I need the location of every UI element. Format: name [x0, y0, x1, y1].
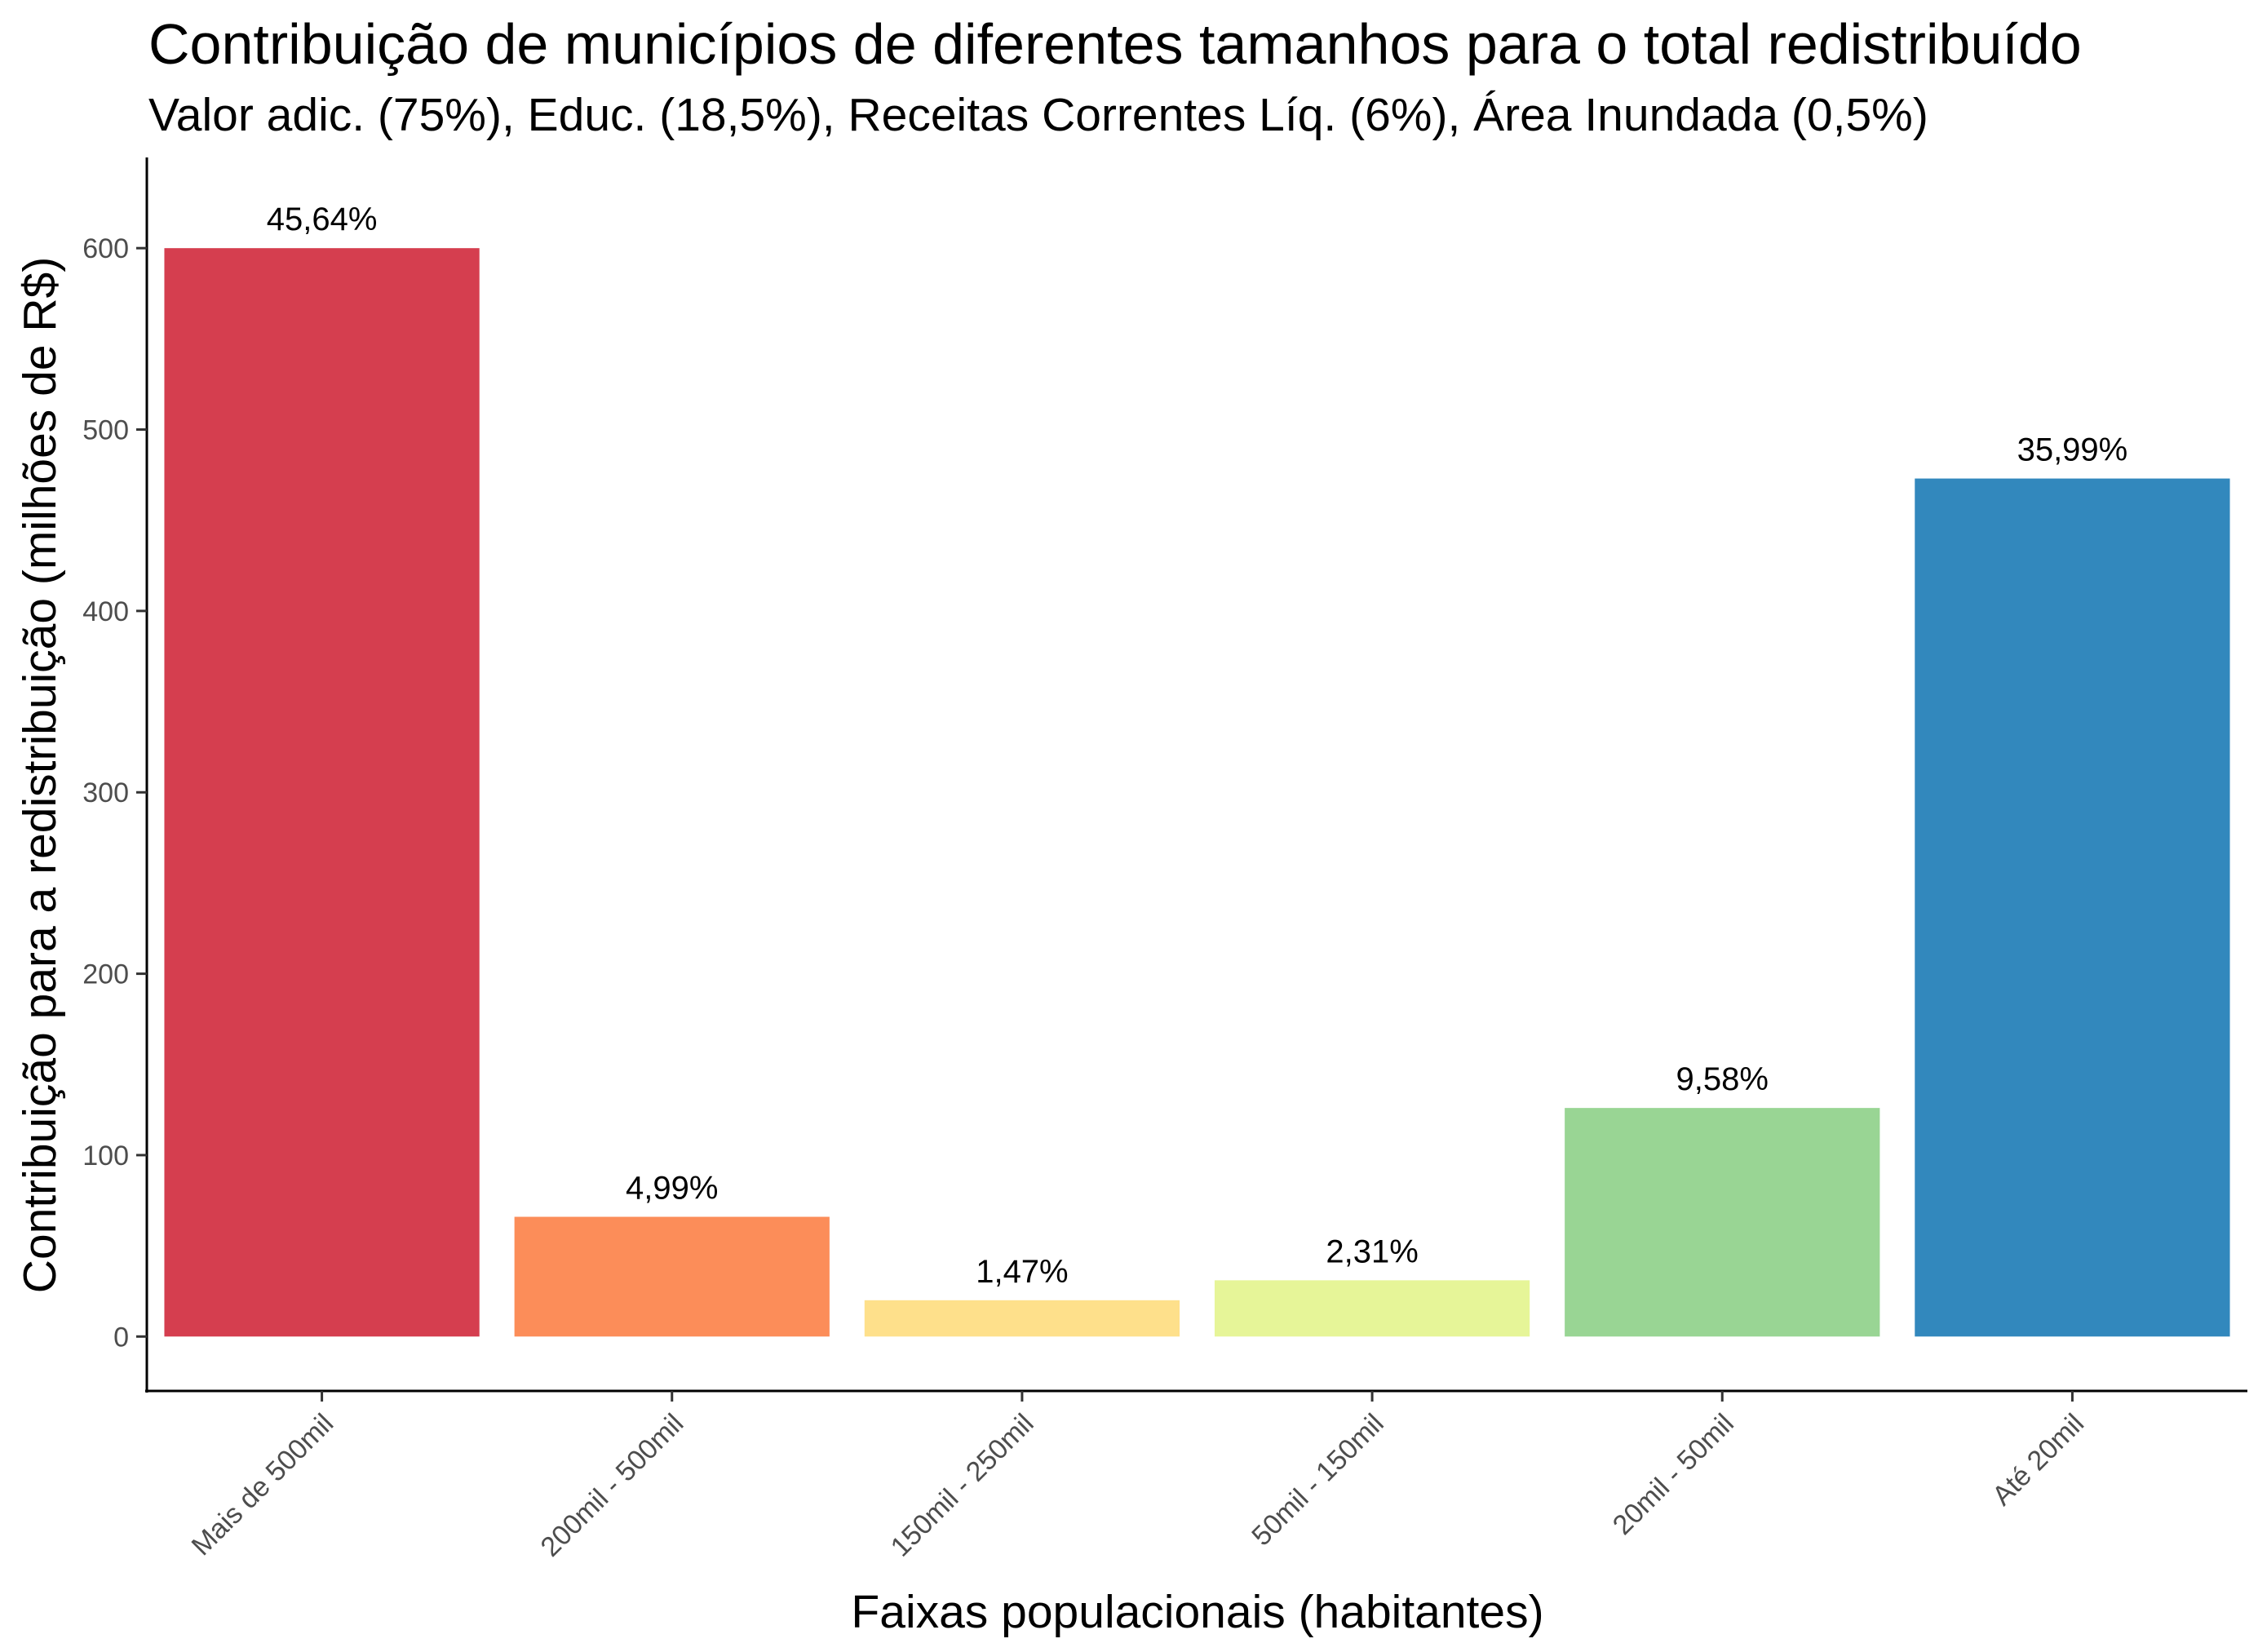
data-label-3: 1,47% [976, 1254, 1068, 1290]
chart-title: Contribuição de municípios de diferentes… [148, 12, 2082, 76]
data-label-5: 9,58% [1676, 1061, 1769, 1097]
y-tick-label-200: 200 [82, 959, 129, 990]
data-labels-group: 45,64% 4,99% 1,47% 2,31% 9,58% 35,99% [267, 202, 2128, 1290]
bar-4 [1214, 1280, 1530, 1337]
data-label-6: 35,99% [2017, 432, 2128, 468]
y-tick-label-600: 600 [82, 233, 129, 264]
data-label-1: 45,64% [267, 202, 378, 237]
x-tick-label-4: 50mil - 150mil [1246, 1408, 1390, 1552]
bar-5 [1565, 1108, 1880, 1337]
bar-1 [164, 248, 480, 1337]
x-tick-label-3: 150mil - 250mil [885, 1408, 1040, 1563]
x-tick-label-2: 200mil - 500mil [535, 1408, 690, 1563]
bar-2 [514, 1216, 830, 1337]
x-tick-label-1: Mais de 500mil [186, 1408, 340, 1562]
x-tick-label-6: Até 20mil [1986, 1408, 2090, 1512]
y-tick-label-100: 100 [82, 1140, 129, 1171]
y-axis-title: Contribuição para a redistribuição (milh… [14, 257, 66, 1293]
data-label-4: 2,31% [1326, 1233, 1418, 1269]
y-tick-label-500: 500 [82, 415, 129, 446]
x-axis-ticks: Mais de 500mil 200mil - 500mil 150mil - 25… [186, 1391, 2090, 1563]
bar-3 [864, 1300, 1180, 1337]
x-tick-label-5: 20mil - 50mil [1607, 1408, 1740, 1541]
bars-group [164, 248, 2230, 1337]
data-label-2: 4,99% [626, 1171, 718, 1207]
y-tick-label-300: 300 [82, 777, 129, 808]
y-axis-ticks: 0 100 200 300 400 500 600 [82, 233, 147, 1353]
y-tick-label-0: 0 [113, 1322, 129, 1353]
chart-subtitle: Valor adic. (75%), Educ. (18,5%), Receit… [148, 89, 1928, 141]
y-tick-label-400: 400 [82, 596, 129, 627]
x-axis-title: Faixas populacionais (habitantes) [851, 1586, 1543, 1638]
bar-6 [1915, 478, 2230, 1337]
